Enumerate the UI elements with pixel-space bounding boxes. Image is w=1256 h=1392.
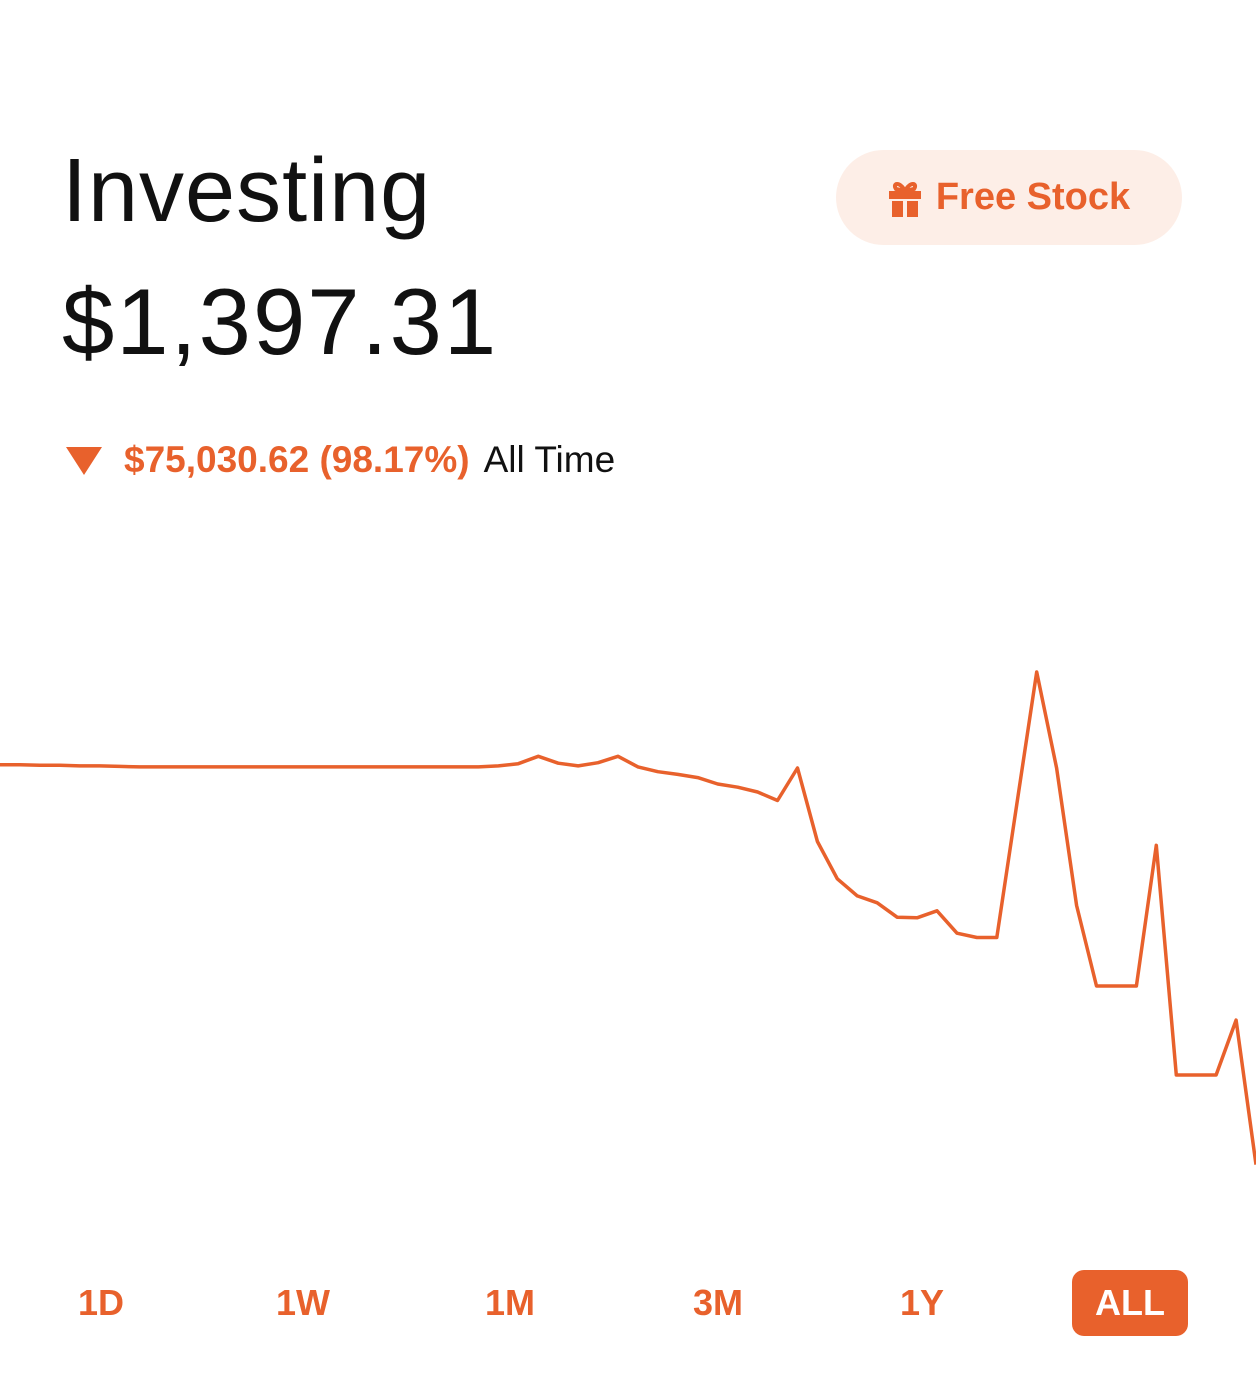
range-tab[interactable]: 1D (77, 1282, 125, 1323)
gift-icon (888, 181, 921, 217)
change-amount: $75,030.62 (98.17%) (124, 439, 470, 480)
page-title: Investing (62, 141, 432, 241)
range-tab[interactable]: ALL (1072, 1270, 1188, 1336)
range-tab[interactable]: 1Y (899, 1282, 945, 1323)
range-tabs: 1D 1W 1M 3M 1Y ALL (0, 1270, 1256, 1336)
range-tab[interactable]: 1M (484, 1282, 535, 1323)
down-arrow (66, 447, 102, 475)
free-stock-label: Free Stock (935, 176, 1131, 218)
range-tab[interactable]: 1W (276, 1282, 330, 1323)
change-period: All Time (483, 439, 616, 480)
range-tab[interactable]: 3M (692, 1282, 743, 1323)
free-stock-button[interactable]: Free Stock (836, 150, 1182, 245)
portfolio-value: $1,397.31 (62, 269, 499, 374)
price-line (0, 670, 1256, 1165)
change-row: $75,030.62 (98.17%) All Time (66, 436, 615, 484)
